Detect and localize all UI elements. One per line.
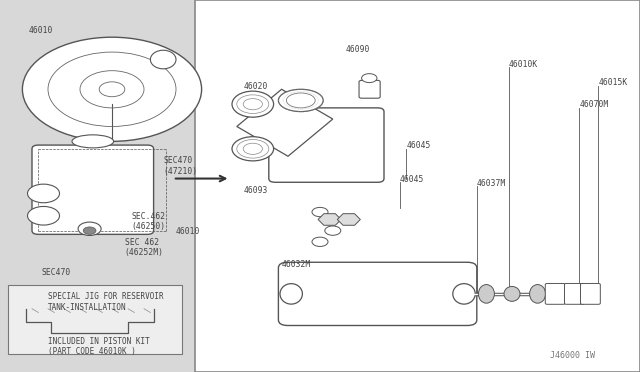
Polygon shape xyxy=(318,214,341,225)
Bar xyxy=(0,0,195,372)
Ellipse shape xyxy=(479,285,495,303)
Text: 46010K: 46010K xyxy=(509,60,538,68)
Circle shape xyxy=(28,206,60,225)
Polygon shape xyxy=(337,214,360,225)
FancyBboxPatch shape xyxy=(564,283,584,304)
Text: 46020: 46020 xyxy=(243,82,268,91)
Text: (PART CODE 46010K ): (PART CODE 46010K ) xyxy=(48,347,136,356)
Circle shape xyxy=(28,184,60,203)
Text: 46032M: 46032M xyxy=(282,260,311,269)
Polygon shape xyxy=(237,89,333,156)
Ellipse shape xyxy=(530,285,545,303)
Text: 46010: 46010 xyxy=(29,26,53,35)
FancyBboxPatch shape xyxy=(359,80,380,98)
FancyBboxPatch shape xyxy=(278,262,477,326)
Bar xyxy=(8,285,182,354)
Text: 46015K: 46015K xyxy=(598,78,628,87)
Text: 46045: 46045 xyxy=(400,175,424,184)
Text: TANK-INSTALLATION: TANK-INSTALLATION xyxy=(48,303,127,312)
Ellipse shape xyxy=(453,283,476,304)
Text: SEC470
(47210): SEC470 (47210) xyxy=(163,156,197,176)
Ellipse shape xyxy=(312,237,328,247)
Text: 46090: 46090 xyxy=(346,45,370,54)
FancyBboxPatch shape xyxy=(545,283,565,304)
Circle shape xyxy=(78,222,101,235)
Ellipse shape xyxy=(232,137,274,161)
Circle shape xyxy=(362,74,377,83)
FancyBboxPatch shape xyxy=(32,145,154,234)
Ellipse shape xyxy=(280,283,302,304)
Circle shape xyxy=(83,227,96,234)
Text: 46045: 46045 xyxy=(406,141,431,150)
Text: 46093: 46093 xyxy=(243,186,268,195)
Text: INCLUDED IN PISTON KIT: INCLUDED IN PISTON KIT xyxy=(48,337,150,346)
Text: SEC470: SEC470 xyxy=(42,268,71,277)
Ellipse shape xyxy=(150,50,176,69)
Ellipse shape xyxy=(312,208,328,217)
Text: SEC.462
(46250): SEC.462 (46250) xyxy=(131,212,165,231)
FancyBboxPatch shape xyxy=(269,108,384,182)
Ellipse shape xyxy=(325,226,341,235)
Ellipse shape xyxy=(232,91,274,117)
Ellipse shape xyxy=(504,286,520,301)
Text: 46010: 46010 xyxy=(176,227,200,236)
Text: J46000 IW: J46000 IW xyxy=(550,351,595,360)
Text: 46037M: 46037M xyxy=(477,179,506,187)
Text: 46070M: 46070M xyxy=(579,100,609,109)
Circle shape xyxy=(22,37,202,141)
Text: SEC 462
(46252M): SEC 462 (46252M) xyxy=(125,238,164,257)
Ellipse shape xyxy=(278,89,323,112)
Text: SPECIAL JIG FOR RESERVOIR: SPECIAL JIG FOR RESERVOIR xyxy=(48,292,164,301)
FancyBboxPatch shape xyxy=(580,283,600,304)
Ellipse shape xyxy=(72,135,114,148)
Bar xyxy=(195,0,640,372)
